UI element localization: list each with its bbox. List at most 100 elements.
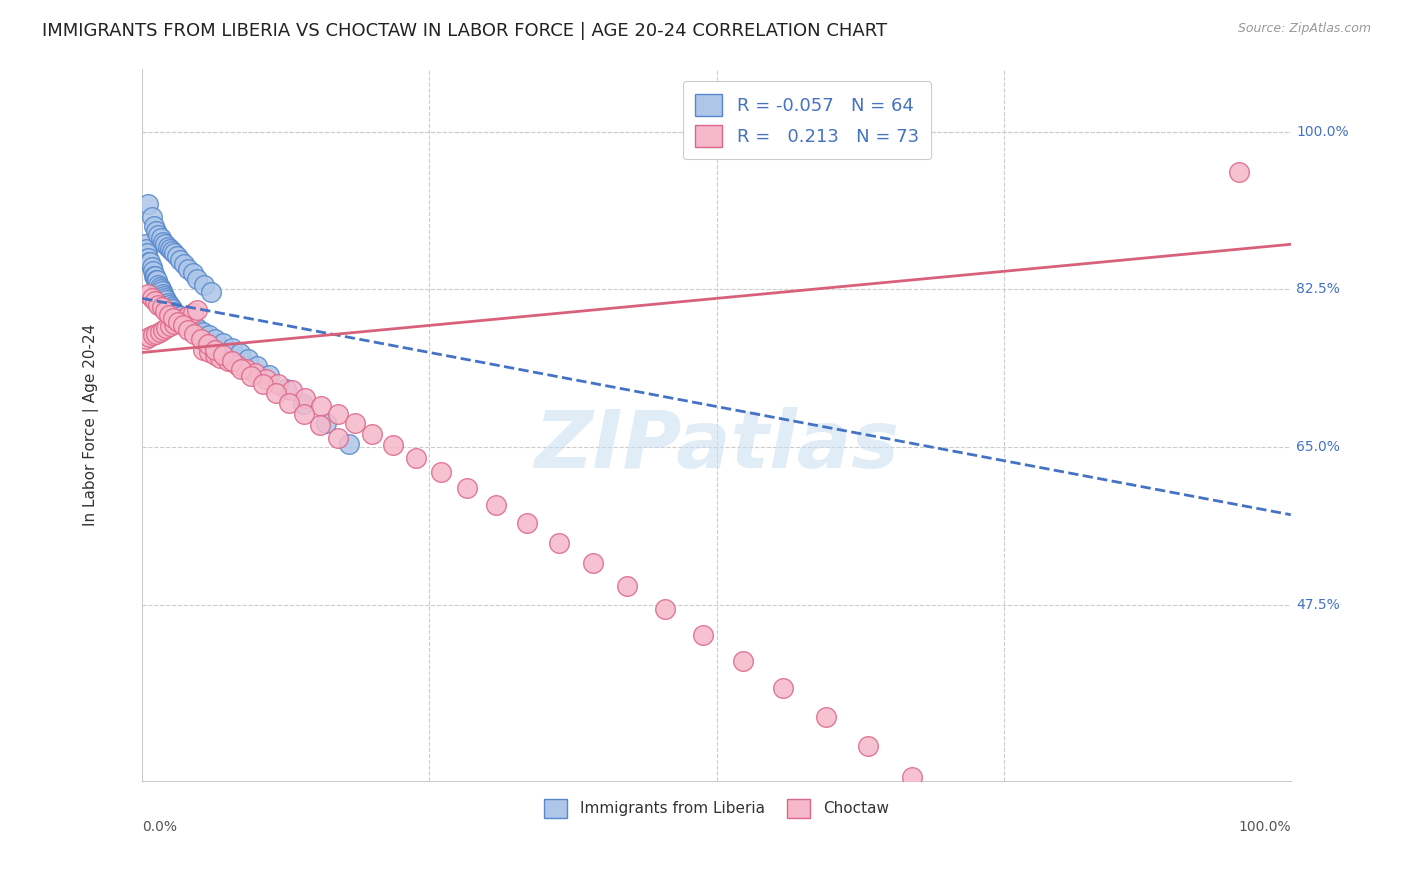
Point	[145, 273, 167, 287]
Point	[156, 240, 179, 254]
Point	[326, 407, 349, 421]
Point	[136, 251, 159, 265]
Point	[326, 431, 349, 445]
Point	[235, 361, 257, 376]
Point	[211, 348, 233, 362]
Point	[343, 416, 366, 430]
Text: IMMIGRANTS FROM LIBERIA VS CHOCTAW IN LABOR FORCE | AGE 20-24 CORRELATION CHART: IMMIGRANTS FROM LIBERIA VS CHOCTAW IN LA…	[42, 22, 887, 40]
Text: In Labor Force | Age 20-24: In Labor Force | Age 20-24	[83, 324, 98, 525]
Point	[430, 466, 453, 480]
Point	[155, 293, 177, 308]
Point	[150, 301, 173, 315]
Point	[292, 397, 315, 411]
Point	[146, 273, 169, 287]
Point	[361, 426, 384, 441]
Point	[616, 579, 638, 593]
Point	[197, 337, 219, 351]
Point	[946, 802, 969, 816]
Point	[225, 358, 247, 372]
Point	[135, 242, 157, 256]
Text: 47.5%: 47.5%	[1296, 598, 1340, 612]
Point	[157, 298, 180, 312]
Point	[193, 325, 215, 339]
Point	[654, 602, 676, 616]
Point	[246, 359, 269, 373]
Point	[485, 498, 508, 512]
Point	[211, 336, 233, 351]
Point	[173, 311, 195, 326]
Point	[138, 330, 160, 344]
Point	[900, 770, 922, 784]
Point	[254, 371, 277, 385]
Text: 82.5%: 82.5%	[1296, 283, 1340, 296]
Point	[252, 377, 274, 392]
Point	[311, 399, 333, 413]
Point	[181, 318, 204, 333]
Point	[142, 264, 165, 278]
Point	[142, 219, 165, 234]
Point	[204, 332, 226, 346]
Point	[337, 437, 360, 451]
Point	[143, 268, 166, 283]
Point	[160, 244, 183, 258]
Point	[772, 681, 794, 695]
Point	[159, 319, 181, 334]
Point	[167, 315, 190, 329]
Point	[134, 237, 156, 252]
Point	[193, 343, 215, 357]
Point	[157, 308, 180, 322]
Point	[159, 242, 181, 256]
Point	[405, 450, 427, 465]
Point	[581, 557, 603, 571]
Point	[136, 196, 159, 211]
Point	[177, 316, 200, 330]
Point	[309, 418, 332, 433]
Point	[145, 224, 167, 238]
Point	[155, 292, 177, 306]
Point	[141, 211, 163, 225]
Point	[217, 354, 239, 368]
Point	[516, 516, 538, 530]
Point	[198, 328, 221, 343]
Point	[156, 296, 179, 310]
Legend: Immigrants from Liberia, Choctaw: Immigrants from Liberia, Choctaw	[533, 787, 901, 830]
Point	[229, 346, 252, 360]
Point	[135, 332, 157, 346]
Point	[148, 277, 170, 292]
Point	[155, 304, 177, 318]
Point	[190, 332, 212, 346]
Point	[183, 327, 205, 342]
Point	[169, 252, 191, 267]
Text: 100.0%: 100.0%	[1296, 125, 1350, 138]
Point	[143, 294, 166, 309]
Point	[173, 257, 195, 271]
Point	[181, 266, 204, 280]
Point	[163, 317, 186, 331]
Point	[149, 282, 172, 296]
Point	[315, 416, 337, 430]
Point	[173, 312, 195, 326]
Point	[548, 535, 571, 549]
Text: Source: ZipAtlas.com: Source: ZipAtlas.com	[1237, 22, 1371, 36]
Point	[198, 345, 221, 359]
Point	[731, 654, 754, 668]
Point	[292, 407, 315, 421]
Text: 0.0%: 0.0%	[142, 820, 177, 834]
Point	[141, 292, 163, 306]
Point	[181, 306, 204, 320]
Point	[221, 354, 243, 368]
Point	[160, 301, 183, 315]
Point	[148, 298, 170, 312]
Point	[138, 255, 160, 269]
Point	[142, 268, 165, 283]
Text: ZIPatlas: ZIPatlas	[534, 407, 898, 485]
Point	[148, 279, 170, 293]
Point	[136, 286, 159, 301]
Point	[136, 246, 159, 260]
Point	[148, 228, 170, 243]
Point	[150, 284, 173, 298]
Point	[160, 302, 183, 317]
Point	[166, 307, 188, 321]
Point	[209, 351, 232, 365]
Point	[155, 321, 177, 335]
